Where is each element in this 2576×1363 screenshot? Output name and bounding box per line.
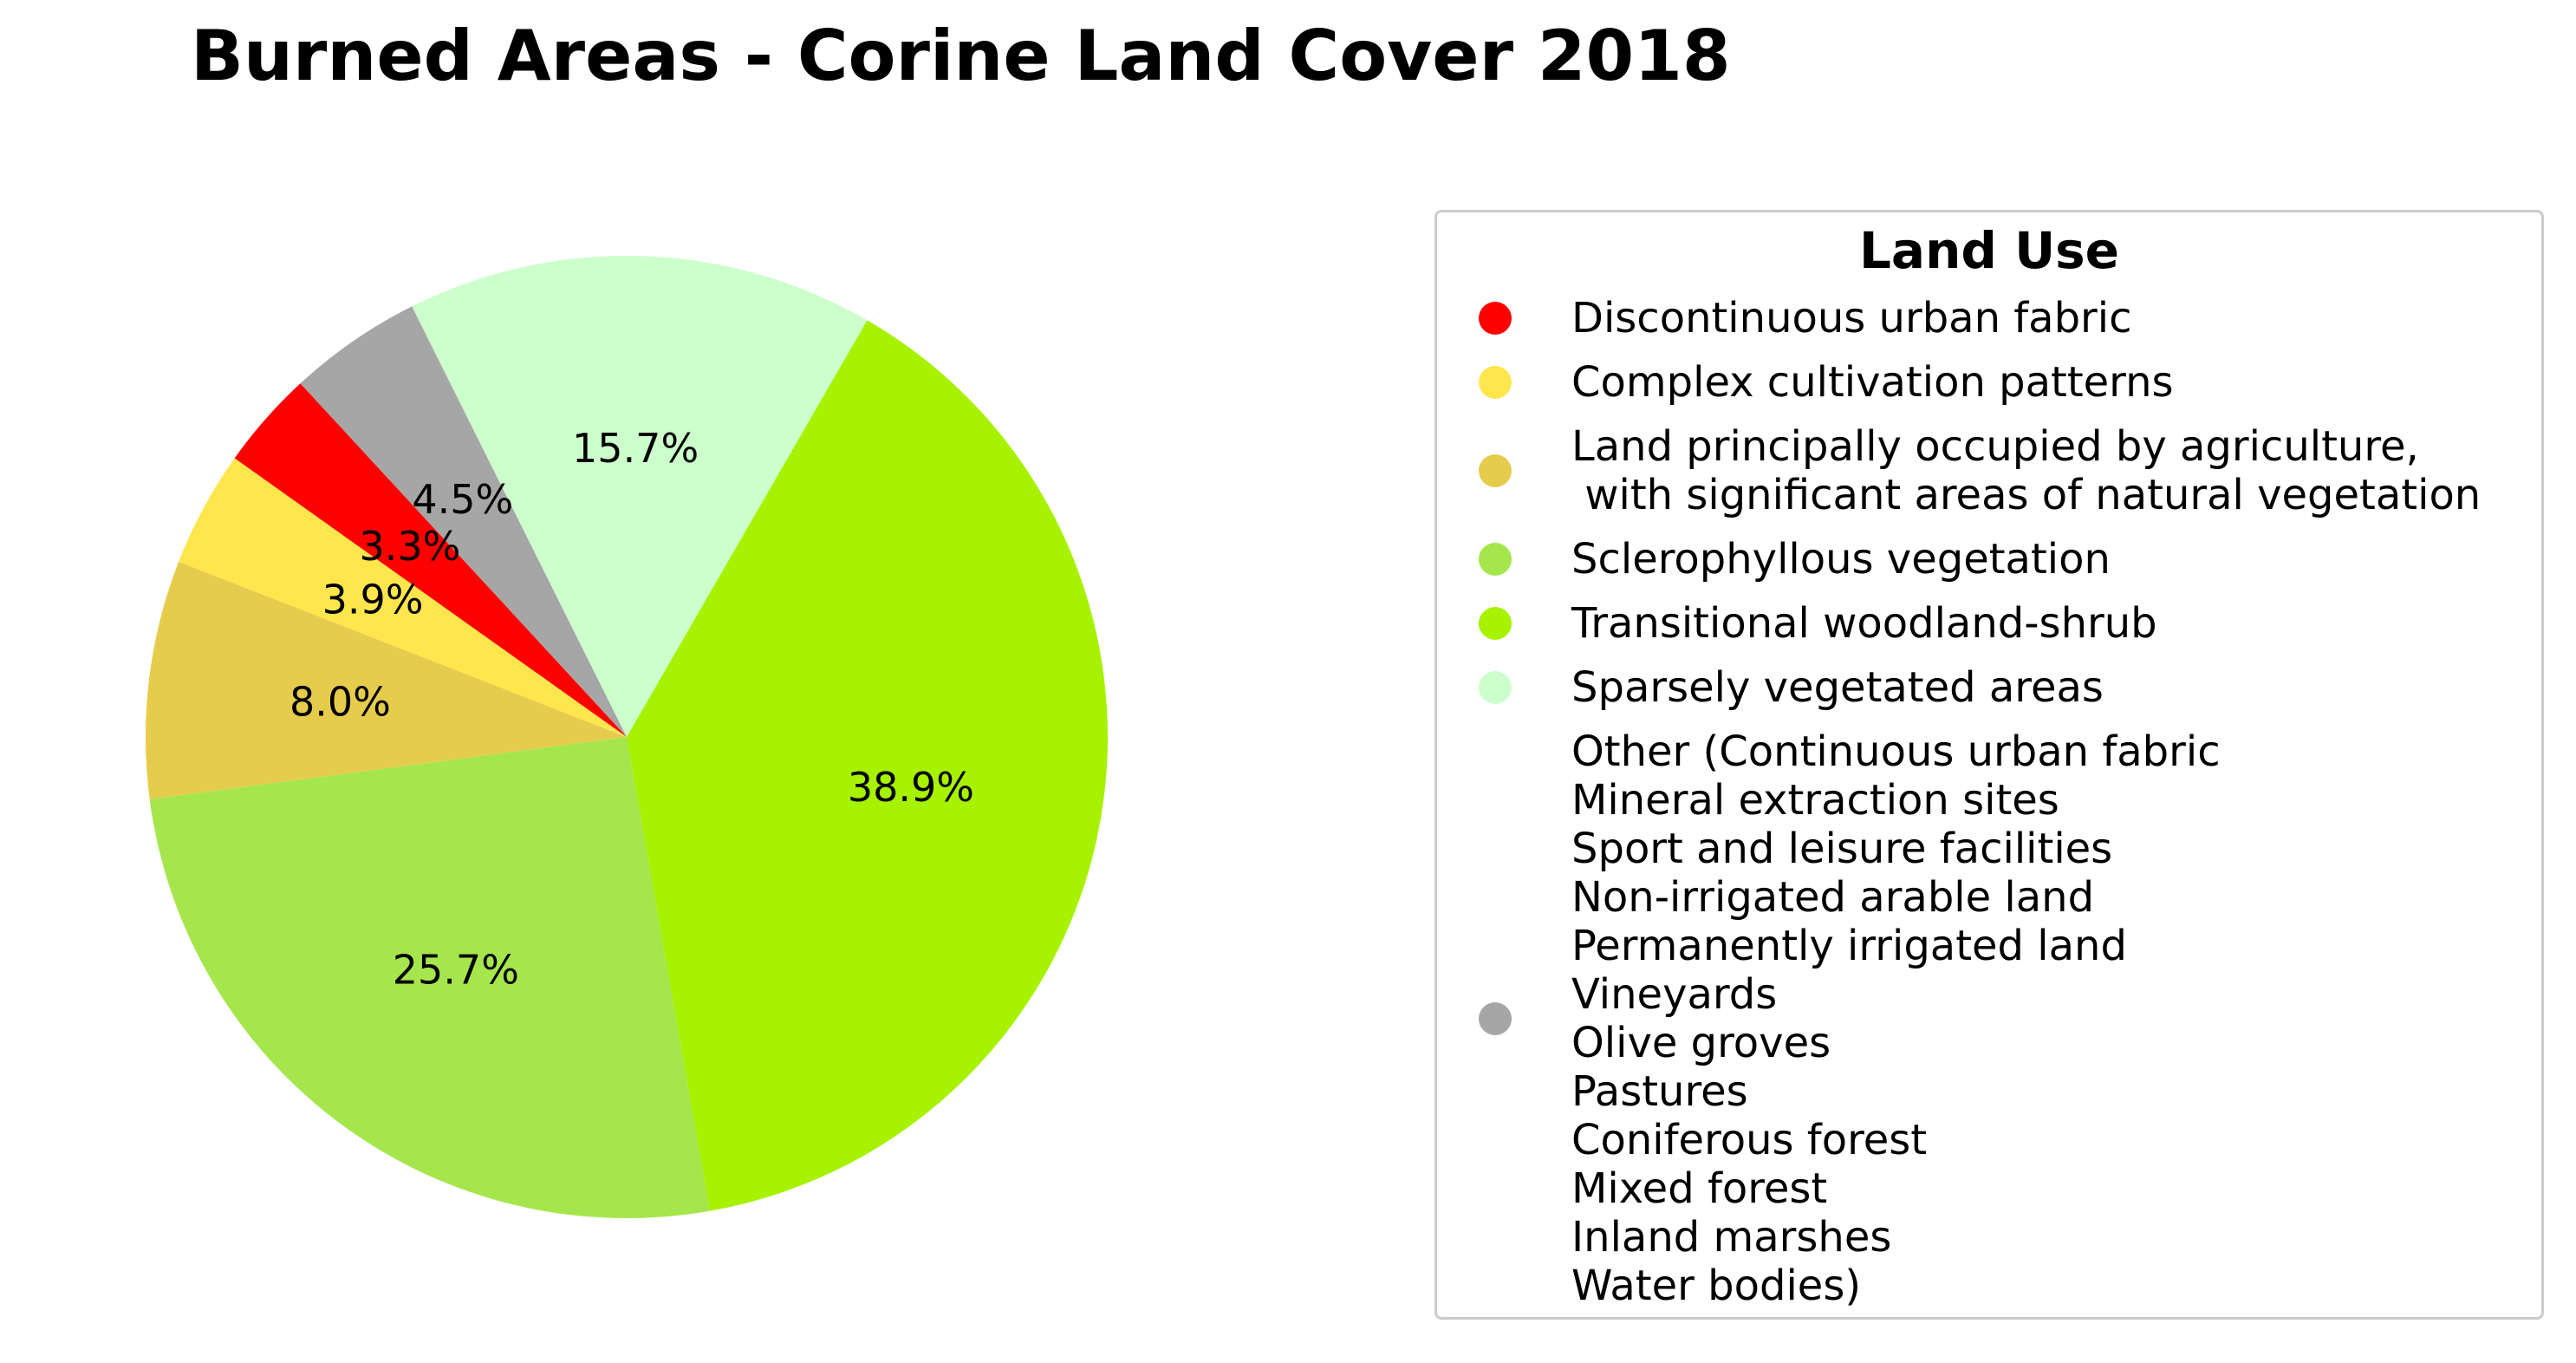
pie-slice-3 (179, 458, 627, 737)
legend-item-0: Discontinuous urban fabric (1437, 294, 2541, 342)
legend-marker-4 (1479, 607, 1512, 640)
pie-slice-label-2: 3.3% (360, 523, 461, 570)
pie-slice-label-0: 15.7% (572, 425, 699, 472)
legend-label-0: Discontinuous urban fabric (1571, 294, 2132, 342)
legend-marker-5 (1479, 671, 1512, 704)
legend-label-5: Sparsely vegetated areas (1571, 663, 2104, 712)
pie-slice-0 (412, 256, 868, 737)
pie-slice-label-1: 4.5% (412, 476, 513, 523)
legend-marker-1 (1479, 366, 1512, 399)
legend-label-2: Land principally occupied by agriculture… (1571, 422, 2482, 519)
legend-item-1: Complex cultivation patterns (1437, 358, 2541, 407)
legend: Land Use Discontinuous urban fabric Compl… (1434, 210, 2544, 1320)
chart-title: Burned Areas - Corine Land Cover 2018 (191, 16, 1731, 96)
pie-slice-4 (146, 561, 627, 799)
legend-label-3: Sclerophyllous vegetation (1571, 535, 2111, 584)
legend-label-1: Complex cultivation patterns (1571, 358, 2174, 407)
pie-slice-1 (300, 306, 627, 737)
pie-slice-label-5: 25.7% (393, 946, 519, 993)
pie-slice-6 (627, 320, 1109, 1211)
pie-slice-label-4: 8.0% (289, 679, 391, 726)
pie-slice-2 (234, 383, 627, 737)
legend-marker-0 (1479, 302, 1512, 335)
legend-marker-6 (1479, 1002, 1512, 1035)
legend-label-6: Other (Continuous urban fabric Mineral e… (1571, 727, 2221, 1310)
legend-marker-2 (1479, 454, 1512, 487)
pie-slice-label-3: 3.9% (322, 577, 424, 623)
legend-item-4: Transitional woodland-shrub (1437, 599, 2541, 648)
legend-item-3: Sclerophyllous vegetation (1437, 535, 2541, 584)
legend-label-4: Transitional woodland-shrub (1571, 599, 2157, 648)
pie-slice-5 (149, 737, 710, 1218)
legend-item-2: Land principally occupied by agriculture… (1437, 422, 2541, 519)
legend-item-6: Other (Continuous urban fabric Mineral e… (1437, 727, 2541, 1310)
legend-item-5: Sparsely vegetated areas (1437, 663, 2541, 712)
pie-chart: 15.7% 4.5%3.3% 3.9% 8.0% 25.7% 38.9% (146, 256, 1109, 1218)
pie-slice-label-6: 38.9% (848, 764, 974, 811)
legend-title: Land Use (1858, 221, 2120, 280)
legend-marker-3 (1479, 543, 1512, 576)
